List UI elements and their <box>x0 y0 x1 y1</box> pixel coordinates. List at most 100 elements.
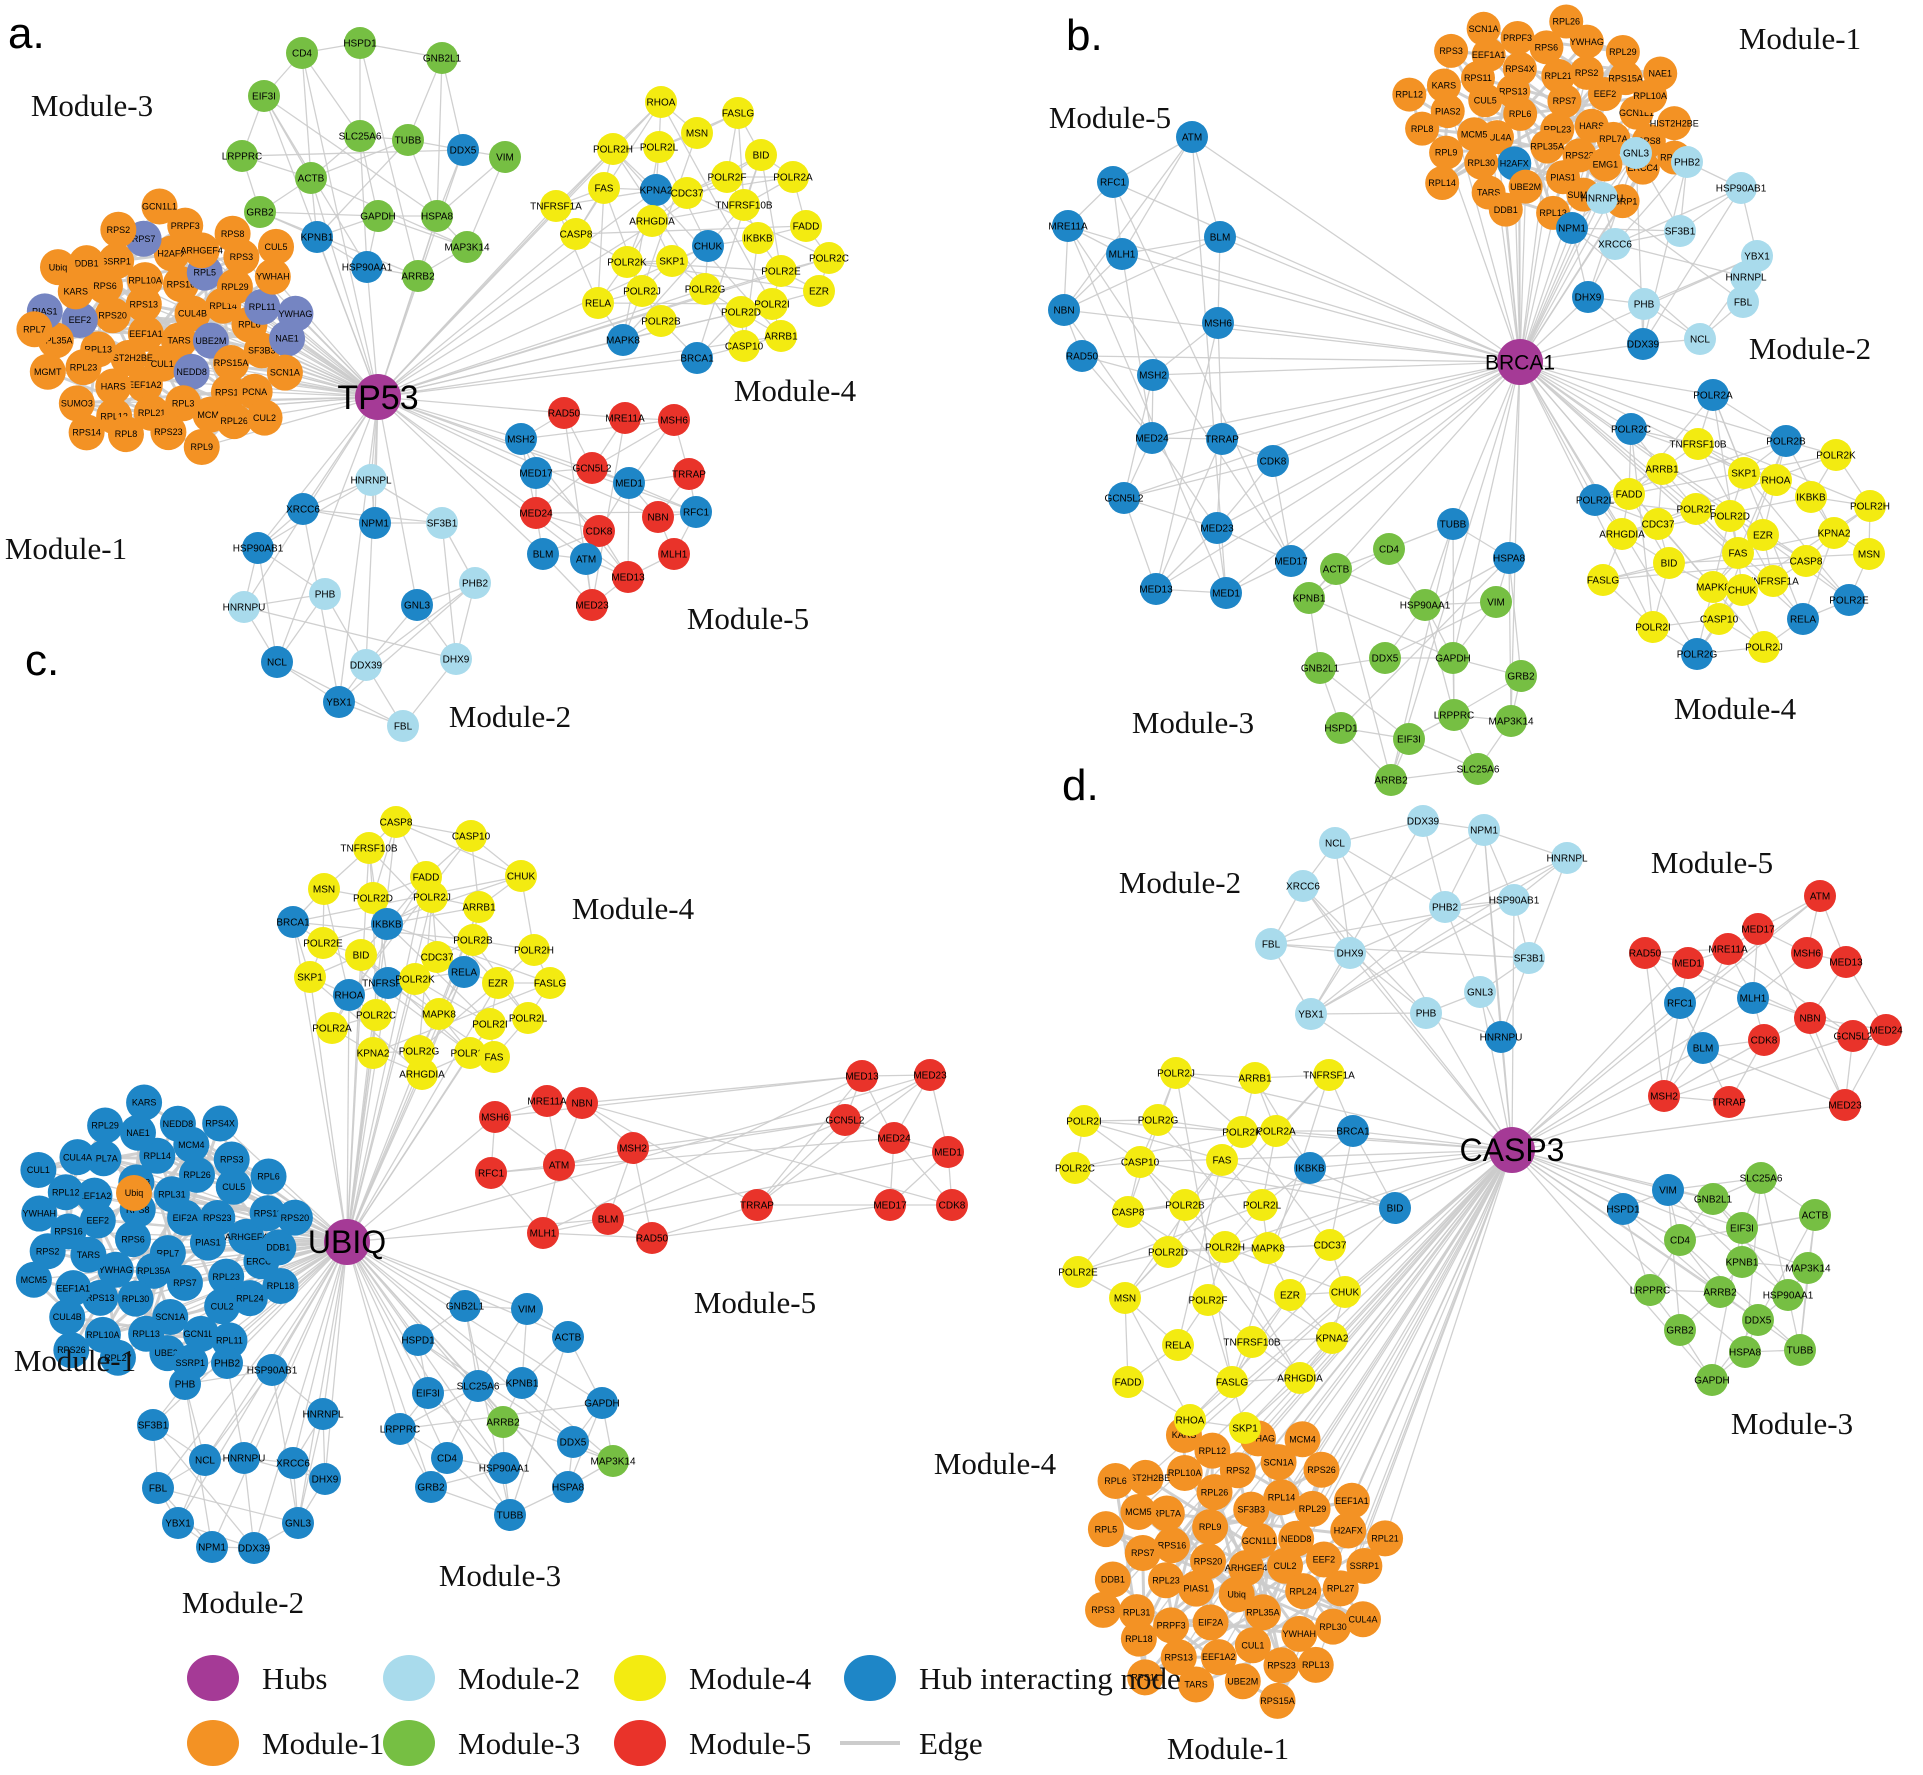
edge <box>1063 136 1193 311</box>
node-label: POLR2F <box>1677 505 1716 516</box>
hub-edge <box>1519 361 1787 442</box>
hub-edge <box>377 396 522 440</box>
node-polr2g <box>1142 1104 1174 1136</box>
node-label: PIAS2 <box>1435 106 1461 116</box>
node-gnl3 <box>1464 976 1496 1008</box>
label-layer: Module-1 Module-2 Module-5 Module-3 Module-4… <box>934 761 1853 1766</box>
node-label: EMG1 <box>1593 160 1619 170</box>
node-rpl31 <box>1118 1594 1155 1631</box>
node-label: ATM <box>576 555 596 566</box>
node-cul1 <box>20 1152 57 1189</box>
node-label: BRCA1 <box>1336 1127 1370 1138</box>
node-fbl <box>142 1472 174 1504</box>
node-rpl29 <box>87 1107 124 1144</box>
node-label: GCN5L2 <box>573 464 612 475</box>
hub-edge <box>1165 1149 1513 1581</box>
node-hsp90ab1 <box>242 532 274 564</box>
node-med17 <box>1275 545 1307 577</box>
node-label: GNL3 <box>1467 988 1494 999</box>
node-polr2c <box>360 999 392 1031</box>
module-label-module-2: Module-2 <box>1749 331 1871 366</box>
node-label: MAP3K14 <box>1488 717 1533 728</box>
node-label: RPL23 <box>1152 1575 1180 1585</box>
node-label: MED23 <box>1200 524 1234 535</box>
node-rela <box>1787 603 1819 635</box>
node-label: RPS23 <box>1267 1660 1296 1670</box>
edge <box>1270 943 1530 959</box>
hub-edge <box>1519 146 1548 363</box>
node-polr2d <box>1714 500 1746 532</box>
node-med17 <box>1742 913 1774 945</box>
node-label: POLR2K <box>395 975 435 986</box>
hub-edge <box>1349 952 1513 1151</box>
node-label: ARRB1 <box>764 332 798 343</box>
node-label: MED13 <box>845 1072 879 1083</box>
node-label: VIM <box>1659 1186 1677 1197</box>
node-cd4 <box>431 1442 463 1474</box>
node-xrcc6 <box>277 1447 309 1479</box>
node-rela <box>448 956 480 988</box>
node-label: HSP90AA1 <box>479 1464 530 1475</box>
node-eif3i <box>1393 723 1425 755</box>
edge <box>417 1339 574 1443</box>
node-polr2a <box>1260 1115 1292 1147</box>
node-gapdh <box>362 200 394 232</box>
node-label: RPS7 <box>1131 1548 1155 1558</box>
node-polr2e <box>765 255 797 287</box>
node-label: POLR2A <box>312 1024 352 1035</box>
node-hist2h2be <box>1127 1459 1164 1496</box>
panel-letter: d. <box>1062 761 1099 810</box>
legend-swatch-module-2 <box>383 1655 435 1701</box>
node-label: RPL30 <box>122 1294 150 1304</box>
node-label: FBL <box>394 722 413 733</box>
node-label: RPL26 <box>1552 17 1580 27</box>
edge <box>1384 601 1497 659</box>
node-med13 <box>1140 573 1172 605</box>
node-grb2 <box>415 1471 447 1503</box>
node-label: RPS6 <box>121 1234 145 1244</box>
edge <box>1310 857 1568 1015</box>
node-npm1 <box>1556 212 1588 244</box>
node-lrpprc <box>1438 699 1470 731</box>
node-label: RPS3 <box>1091 1605 1115 1615</box>
node-label: HARS <box>101 382 126 392</box>
node-label: MAPK8 <box>1251 1244 1285 1255</box>
hub-edge <box>1452 361 1521 525</box>
node-label: EEF1A2 <box>1202 1652 1236 1662</box>
hub-edge <box>1511 1149 1743 1229</box>
node-eef1a1 <box>1333 1482 1370 1519</box>
node-label: MAPK8 <box>1696 583 1730 594</box>
node-ddx39 <box>238 1532 270 1564</box>
node-hspa8 <box>1493 542 1525 574</box>
node-label: KPNB1 <box>1293 594 1326 605</box>
node-label: MED24 <box>877 1134 911 1145</box>
node-rpl24 <box>231 1280 268 1317</box>
node-label: DHX9 <box>443 655 470 666</box>
edge <box>436 57 443 217</box>
node-label: H2AFX <box>157 248 186 258</box>
node-label: EZR <box>1753 531 1773 542</box>
node-label: POLR2F <box>1189 1296 1228 1307</box>
node-rpl9 <box>1429 135 1464 170</box>
node-label: RPS20 <box>1194 1556 1223 1566</box>
node-label: POLR2E <box>761 267 801 278</box>
node-label: SKP1 <box>297 973 323 984</box>
node-polr2d <box>725 296 757 328</box>
node-ybx1 <box>1295 998 1327 1030</box>
node-label: HNRNPU <box>223 603 266 614</box>
node-label: MSN <box>1858 550 1880 561</box>
node-rpl10a <box>127 262 164 299</box>
hub-edge <box>1511 1149 1681 1241</box>
node-ddx5 <box>557 1426 589 1458</box>
node-label: MLH1 <box>1740 994 1767 1005</box>
node-mlh1 <box>527 1217 559 1249</box>
module-label-module-1: Module-1 <box>14 1343 136 1378</box>
node-dhx9 <box>440 643 472 675</box>
edge <box>263 95 438 217</box>
hub-edge <box>324 1241 348 1480</box>
node-map3k14 <box>1495 705 1527 737</box>
node-label: RPS11 <box>1464 73 1492 83</box>
hub-edge <box>1221 361 1521 440</box>
hub-edge <box>1452 361 1521 659</box>
